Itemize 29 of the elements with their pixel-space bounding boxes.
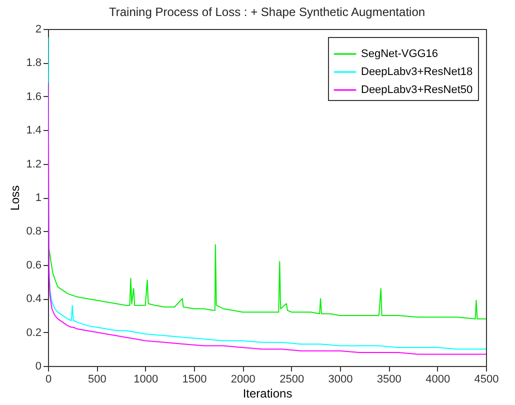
x-tick-label: 2000 <box>230 374 256 386</box>
x-tick-label: 4500 <box>474 374 499 386</box>
y-tick-label: 0.2 <box>26 326 42 339</box>
line-series <box>48 82 486 355</box>
y-tick-label: 0.4 <box>26 293 42 306</box>
y-tick-label: 0.6 <box>26 259 42 272</box>
y-axis-title: Loss <box>8 185 22 211</box>
x-tick-label: 1000 <box>134 374 158 386</box>
x-tick-label: 500 <box>88 374 106 386</box>
x-tick-label: 3500 <box>376 374 402 386</box>
chart-title: Training Process of Loss : + Shape Synthetic Augmentation <box>108 5 426 19</box>
y-tick-label: 1.8 <box>26 57 42 70</box>
y-tick-label: 1.6 <box>26 90 42 103</box>
y-tick-label: 1.4 <box>26 124 42 137</box>
line-series <box>48 244 486 320</box>
y-tick-label: 1 <box>35 192 42 204</box>
x-tick-label: 0 <box>45 374 52 386</box>
legend-label: DeepLabv3+ResNet50 <box>361 84 473 96</box>
y-tick-label: 0.8 <box>26 226 42 238</box>
y-tick-label: 0 <box>35 360 42 372</box>
y-tick-label: 2 <box>35 24 42 36</box>
legend-label: SegNet-VGG16 <box>361 48 438 60</box>
y-tick-label: 1.2 <box>26 158 42 170</box>
legend-label: DeepLabv3+ResNet18 <box>361 66 473 78</box>
x-axis-title: Iterations <box>242 386 292 400</box>
x-tick-label: 1500 <box>182 374 207 386</box>
x-tick-label: 2500 <box>280 374 304 386</box>
x-tick-label: 4000 <box>426 374 450 386</box>
x-tick-label: 3000 <box>328 374 353 386</box>
